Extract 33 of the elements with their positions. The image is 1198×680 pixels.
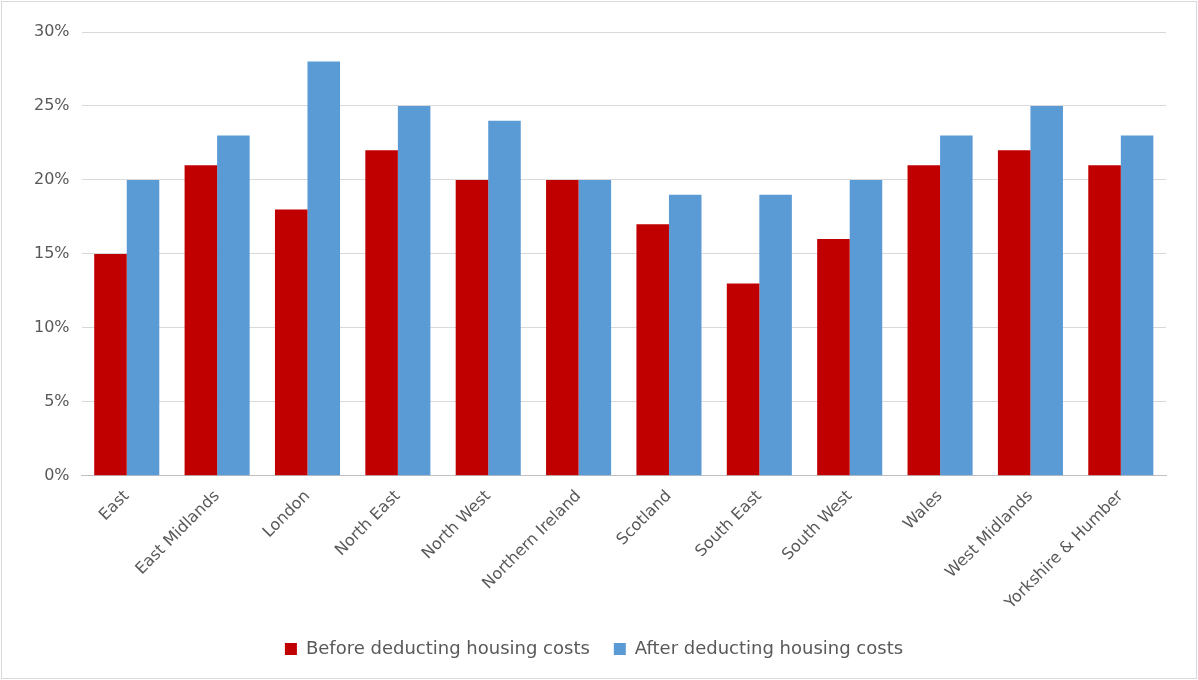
bar (365, 150, 398, 476)
y-tick-label: 10% (34, 317, 70, 337)
y-tick-label: 25% (34, 95, 70, 115)
y-tick-label: 5% (44, 391, 70, 410)
bar (578, 179, 612, 476)
bar (274, 209, 308, 476)
y-tick-label: 15% (34, 243, 70, 263)
y-tick-label: 20% (34, 169, 70, 189)
y-tick-label: 0% (44, 464, 70, 484)
bar (488, 120, 521, 476)
bar (307, 61, 341, 476)
bar (726, 283, 760, 476)
bar (397, 105, 431, 476)
bar (907, 165, 941, 476)
bar (668, 194, 702, 476)
bar (759, 194, 792, 476)
bar (455, 179, 489, 476)
bar (1088, 165, 1121, 476)
bar (94, 253, 127, 476)
bar (217, 135, 250, 476)
legend-label: After deducting housing costs (634, 636, 904, 658)
bar (940, 135, 973, 476)
bar (184, 165, 218, 476)
bar (1120, 135, 1154, 476)
bar (849, 179, 883, 476)
bar (636, 224, 669, 476)
bar (1030, 105, 1063, 476)
bar (546, 179, 579, 476)
bar (997, 150, 1031, 476)
bar (126, 179, 160, 476)
y-tick-label: 30% (34, 21, 70, 41)
legend-label: Before deducting housing costs (305, 636, 590, 658)
bar (817, 239, 850, 476)
